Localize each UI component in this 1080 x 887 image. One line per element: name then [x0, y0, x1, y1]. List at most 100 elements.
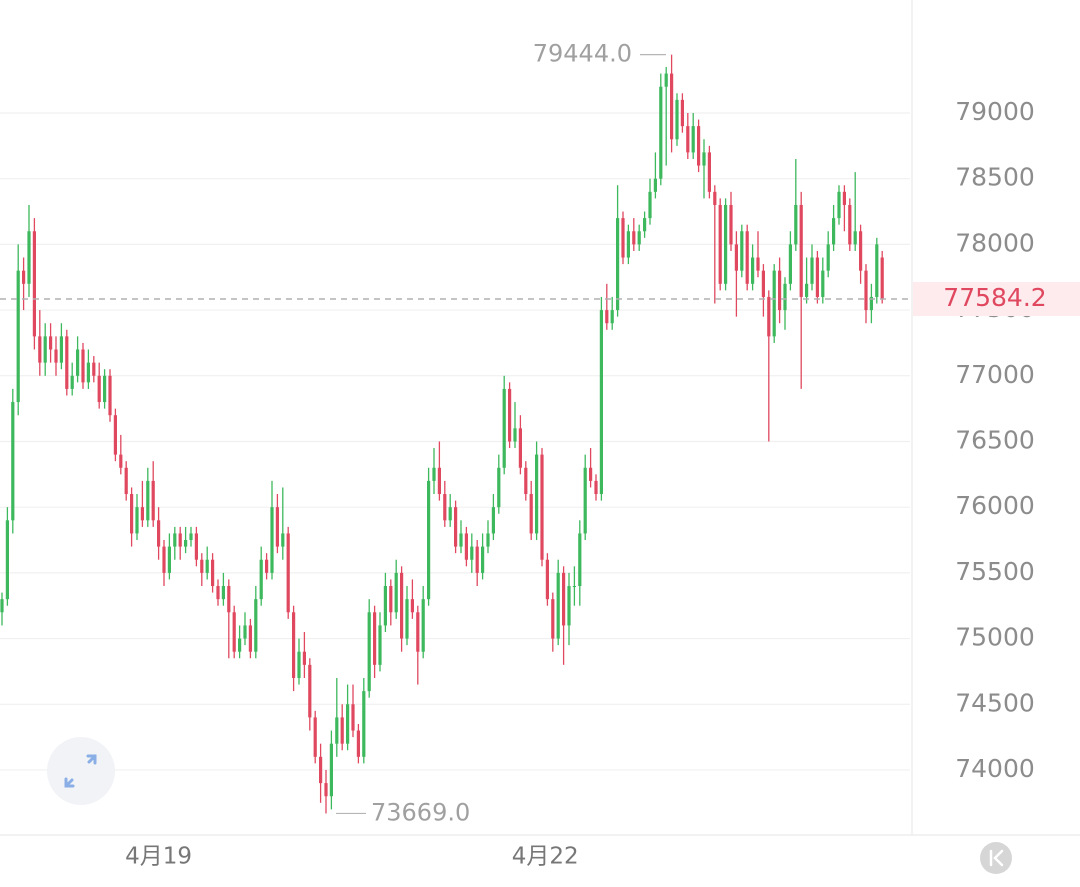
candle-body: [454, 507, 458, 547]
candle-body: [97, 375, 101, 403]
candle-body: [734, 244, 738, 271]
candle-body: [243, 625, 247, 639]
candle-body: [443, 494, 447, 521]
candle-body: [826, 244, 830, 271]
candle-body: [216, 586, 220, 600]
candle-body: [416, 612, 420, 652]
candle-body: [880, 257, 884, 300]
candle-body: [778, 270, 782, 311]
candle-body: [157, 520, 161, 547]
candle-body: [794, 204, 798, 245]
candle-body: [648, 191, 652, 219]
candle-body: [135, 507, 139, 534]
candle-body: [335, 717, 339, 744]
candle-body: [27, 231, 31, 284]
candle-body: [562, 572, 566, 626]
candle-body: [194, 533, 198, 560]
candle-body: [265, 559, 269, 573]
candle-body: [599, 310, 603, 495]
candle-body: [702, 152, 706, 166]
candle-body: [610, 310, 614, 324]
candle-body: [378, 625, 382, 665]
candle-body: [254, 599, 258, 652]
candle-body: [151, 480, 155, 521]
candle-body: [475, 546, 479, 573]
candle-body: [238, 638, 242, 652]
candle-body: [497, 467, 501, 508]
candle-body: [124, 467, 128, 495]
candle-body: [697, 126, 701, 166]
candle-body: [605, 310, 609, 324]
candle-body: [821, 270, 825, 297]
candle-body: [626, 231, 630, 258]
candle-body: [308, 664, 312, 718]
candle-body: [729, 204, 733, 245]
candle-body: [524, 467, 528, 495]
candle-body: [86, 362, 90, 383]
candle-body: [356, 730, 360, 757]
candle-body: [81, 349, 85, 383]
candle-body: [799, 204, 803, 297]
candle-body: [788, 244, 792, 284]
candle-body: [65, 336, 69, 389]
y-tick-label: 74500: [955, 688, 1035, 717]
candle-body: [551, 599, 555, 639]
candle-body: [108, 375, 112, 416]
candle-body: [32, 231, 36, 337]
candle-body: [718, 204, 722, 284]
candle-body: [427, 480, 431, 600]
candle-body: [508, 388, 512, 442]
candle-body: [632, 231, 636, 245]
candle-body: [621, 218, 625, 258]
candle-body: [38, 336, 42, 363]
candle-body: [713, 191, 717, 205]
scroll-to-latest-button[interactable]: [980, 842, 1012, 874]
candle-body: [140, 507, 144, 521]
candle-body: [54, 349, 58, 363]
last-price-label: 77584.2: [943, 283, 1046, 312]
candle-body: [113, 415, 117, 455]
candle-body: [756, 257, 760, 271]
candle-body: [119, 454, 123, 468]
candle-body: [761, 270, 765, 297]
candle-body: [373, 612, 377, 665]
candle-body: [405, 599, 409, 639]
candle-body: [329, 743, 333, 797]
overlay: 77584.2 79444.0 73669.0: [0, 40, 1080, 826]
candle-body: [43, 336, 47, 363]
candle-body: [248, 625, 252, 652]
x-tick-label: 4月19: [125, 844, 192, 870]
low-label: 73669.0: [371, 798, 470, 826]
candle-body: [832, 218, 836, 245]
candle-body: [292, 612, 296, 678]
candle-body: [767, 296, 771, 337]
candle-body: [837, 191, 841, 219]
expand-button[interactable]: [47, 737, 115, 805]
candle-body: [745, 231, 749, 284]
candle-body: [346, 704, 350, 744]
candle-body: [76, 349, 80, 376]
candle-body: [367, 612, 371, 692]
candle-body: [205, 559, 209, 573]
candle-body: [0, 599, 4, 613]
candle-body: [502, 388, 506, 468]
candle-body: [221, 586, 225, 600]
candle-body: [146, 480, 150, 521]
candle-body: [103, 375, 107, 403]
candle-body: [583, 467, 587, 534]
candle-body: [130, 494, 134, 534]
candle-body: [842, 191, 846, 205]
grid: 7400074500750007550076000765007700077500…: [0, 97, 1035, 870]
candle-body: [556, 572, 560, 639]
candle-body: [594, 480, 598, 495]
candle-body: [864, 270, 868, 311]
candle-body: [691, 126, 695, 153]
candle-body: [572, 586, 576, 588]
candle-body: [540, 454, 544, 560]
candle-body: [167, 546, 171, 573]
candle-body: [173, 533, 177, 547]
y-tick-label: 78000: [955, 228, 1035, 257]
y-tick-label: 78500: [955, 163, 1035, 192]
candle-body: [410, 599, 414, 613]
